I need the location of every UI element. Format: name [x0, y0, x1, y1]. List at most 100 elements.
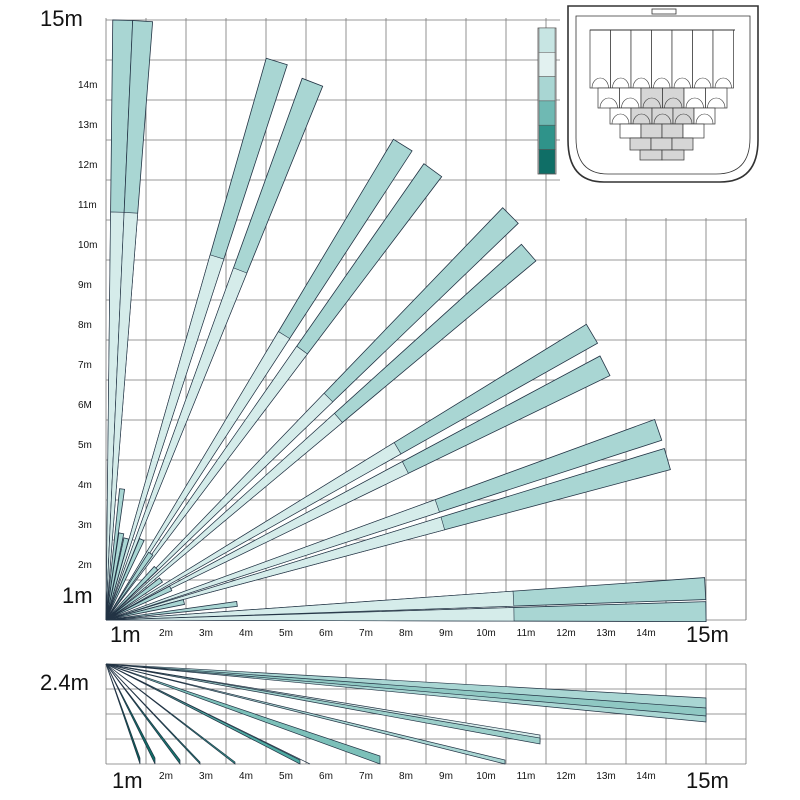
beam-near-section [105, 392, 334, 621]
lens-arc [685, 97, 704, 109]
side-height-label: 2.4m [40, 670, 89, 695]
top-origin-x-label: 1m [110, 622, 141, 647]
lens-segment [651, 107, 674, 125]
detection-zone-beam [105, 577, 707, 621]
lens-arc [591, 77, 609, 89]
y-tick-label: 6M [78, 400, 92, 411]
side-x-tick-label: 14m [636, 771, 655, 782]
y-tick-label: 2m [78, 560, 92, 571]
side-beam [105, 663, 541, 745]
detection-zone-beam [105, 585, 173, 621]
detection-zone-beam [105, 207, 519, 621]
lens-segment [672, 107, 695, 125]
lens-arc [642, 97, 661, 109]
detection-zone-beam [105, 599, 185, 621]
side-beam [105, 663, 156, 765]
x-tick-label: 13m [596, 628, 615, 639]
lens-arc [621, 97, 640, 109]
side-x-tick-label: 5m [279, 771, 293, 782]
side-x-tick-label: 6m [319, 771, 333, 782]
lens-segment [619, 123, 642, 139]
y-tick-label: 10m [78, 240, 97, 251]
side-x-tick-label: 3m [199, 771, 213, 782]
side-x-ticks: 2m 3m 4m 5m 6m 7m 8m 9m 10m 11m 12m 13m 14m [159, 771, 656, 782]
lens-arc [673, 77, 691, 89]
x-tick-label: 2m [159, 628, 173, 639]
lens-segment [712, 29, 734, 89]
x-tick-label: 4m [239, 628, 253, 639]
side-x-tick-label: 2m [159, 771, 173, 782]
y-tick-label: 8m [78, 320, 92, 331]
y-tick-label: 9m [78, 280, 92, 291]
x-tick-label: 11m [517, 628, 536, 639]
y-tick-label: 3m [78, 520, 92, 531]
beam-near-section [105, 499, 440, 621]
y-tick-label: 5m [78, 440, 92, 451]
detection-zone-beam [105, 577, 164, 621]
detection-zone-beam [105, 447, 671, 621]
sensor-lens-inset [537, 5, 759, 183]
lens-segment [651, 29, 673, 89]
beam-shape [105, 551, 154, 621]
detection-zone-beam [105, 77, 324, 621]
side-beam [105, 663, 141, 765]
x-tick-label: 10m [476, 628, 495, 639]
side-beam [105, 663, 201, 765]
beam-near-section [105, 516, 446, 621]
beam-shape [105, 585, 173, 621]
top-view-zones [105, 19, 707, 623]
detection-zone-beam [105, 243, 537, 621]
beam-shape [105, 577, 164, 621]
side-beam [105, 663, 301, 765]
top-max-label: 15m [40, 6, 83, 31]
side-x-tick-label: 9m [439, 771, 453, 782]
x-tick-label: 3m [199, 628, 213, 639]
detection-zone-beam [105, 163, 443, 621]
legend-cell [538, 52, 556, 77]
beam-near-section [105, 412, 343, 621]
detection-zone-beam [105, 57, 288, 621]
legend-cell [538, 124, 556, 150]
beam-near-section [105, 590, 515, 621]
lens-segment [661, 149, 685, 161]
beam-shape [105, 537, 130, 621]
side-beam [105, 663, 236, 765]
beam-near-section [105, 442, 402, 621]
lens-arc [653, 113, 672, 125]
x-tick-label: 9m [439, 628, 453, 639]
lens-arc [674, 113, 693, 125]
lens-segment [639, 149, 663, 161]
detection-zone-beam [105, 565, 159, 621]
beam-near-section [105, 254, 225, 621]
detection-zone-beam [105, 20, 154, 621]
beam-near-section [105, 345, 308, 621]
y-tick-label: 4m [78, 480, 92, 491]
beam-near-section [105, 212, 139, 621]
beam-near-section [105, 267, 248, 621]
x-tick-label: 7m [359, 628, 373, 639]
lens-segment [650, 137, 673, 151]
y-tick-label: 11m [78, 200, 97, 211]
detection-zone-beam [105, 551, 154, 621]
lens-arc [612, 77, 630, 89]
x-tick-label: 5m [279, 628, 293, 639]
x-tick-label: 12m [556, 628, 575, 639]
legend-cell [538, 149, 556, 175]
detection-zone-beam [105, 537, 130, 621]
x-tick-label: 6m [319, 628, 333, 639]
legend-cell [538, 100, 556, 126]
x-tick-label: 8m [399, 628, 413, 639]
side-x-tick-label: 8m [399, 771, 413, 782]
lens-arc [694, 77, 712, 89]
side-x-tick-label: 10m [476, 771, 495, 782]
lens-segment [640, 123, 663, 139]
y-tick-label: 13m [78, 120, 97, 131]
side-x-tick-label: 13m [596, 771, 615, 782]
lens-arc [653, 77, 671, 89]
top-x-ticks: 2m 3m 4m 5m 6m 7m 8m 9m 10m 11m 12m 13m 14m [159, 628, 656, 639]
legend-cells [538, 27, 556, 175]
lens-segment [692, 29, 714, 89]
lens-segment [609, 107, 632, 125]
detection-zone-beam [105, 600, 238, 621]
top-origin-y-label: 1m [62, 583, 93, 608]
